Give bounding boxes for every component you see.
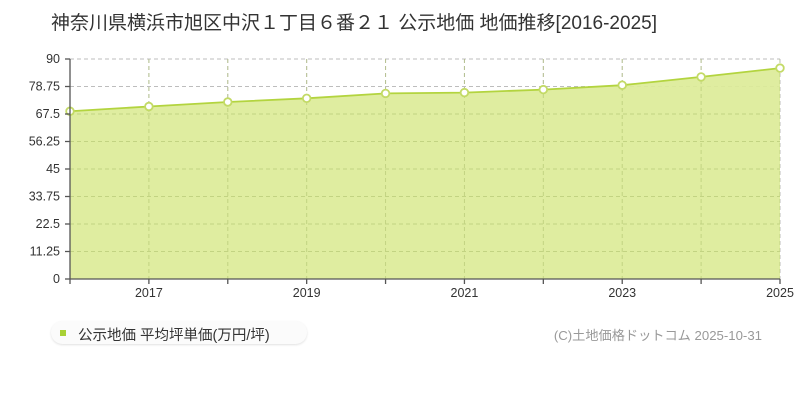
svg-text:22.5: 22.5 bbox=[36, 217, 60, 231]
svg-text:45: 45 bbox=[46, 162, 60, 176]
svg-text:67.5: 67.5 bbox=[36, 107, 60, 121]
svg-text:2019: 2019 bbox=[293, 286, 321, 300]
svg-text:56.25: 56.25 bbox=[29, 135, 60, 149]
svg-text:33.75: 33.75 bbox=[29, 190, 60, 204]
svg-text:2017: 2017 bbox=[135, 286, 163, 300]
svg-text:0: 0 bbox=[53, 272, 60, 286]
svg-text:90: 90 bbox=[46, 52, 60, 66]
svg-text:2025: 2025 bbox=[766, 286, 794, 300]
svg-text:2021: 2021 bbox=[451, 286, 479, 300]
svg-text:78.75: 78.75 bbox=[29, 80, 60, 94]
svg-text:11.25: 11.25 bbox=[30, 245, 60, 259]
svg-text:2023: 2023 bbox=[608, 286, 636, 300]
